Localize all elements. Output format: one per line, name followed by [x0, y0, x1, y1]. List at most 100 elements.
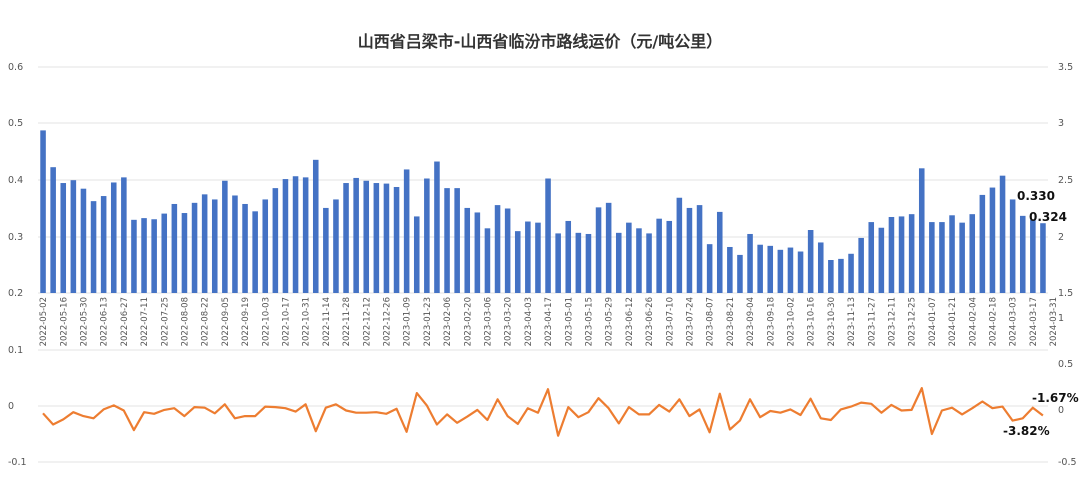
bar	[888, 216, 895, 293]
bar	[181, 213, 188, 293]
bar	[211, 199, 218, 293]
x-tick-label: 2023-06-12	[625, 297, 635, 346]
bar	[777, 249, 784, 293]
bar	[191, 202, 198, 293]
bar	[747, 233, 753, 293]
bar	[828, 260, 834, 293]
left-tick-label: 0.6	[8, 62, 23, 73]
bar	[1040, 223, 1046, 293]
bar	[575, 232, 582, 293]
bar	[403, 169, 410, 293]
right-tick-label: 0	[1058, 405, 1064, 416]
bar	[100, 196, 107, 293]
bar	[535, 222, 541, 293]
bar-series	[40, 130, 1046, 293]
bar	[80, 188, 87, 293]
x-tick-label: 2024-03-03	[1009, 297, 1019, 346]
bar	[343, 183, 349, 293]
bar	[787, 247, 794, 293]
bar	[121, 177, 127, 293]
bar	[757, 244, 763, 293]
bar	[737, 254, 743, 293]
x-tick-label: 2022-05-02	[39, 297, 49, 346]
bar	[222, 180, 228, 293]
bar	[626, 222, 632, 293]
left-tick-label: 0.4	[8, 175, 23, 186]
bar	[949, 215, 955, 293]
bar	[131, 219, 137, 293]
bar	[464, 207, 471, 293]
bar	[898, 216, 905, 293]
x-tick-label: 2024-02-18	[988, 297, 998, 346]
bar-label-secondlast: 0.330	[1017, 189, 1055, 203]
bar	[312, 159, 319, 293]
bar	[353, 177, 359, 293]
bar	[252, 211, 258, 293]
x-tick-label: 2023-08-21	[726, 297, 736, 346]
data-labels: 0.330 0.324 -3.82% -1.67%	[1003, 189, 1079, 438]
x-tick-label: 2023-07-10	[665, 297, 675, 346]
x-tick-label: 2023-12-11	[887, 297, 897, 346]
bar	[545, 178, 551, 293]
bar	[979, 194, 986, 293]
right-axis: 3.5 3 2.5 2 1.5 1 0.5 0 -0.5	[1058, 62, 1077, 468]
bar	[636, 228, 642, 293]
bar	[282, 179, 289, 293]
x-tick-label: 2022-06-27	[120, 297, 130, 346]
x-tick-label: 2023-03-20	[504, 297, 514, 346]
bar	[302, 177, 309, 293]
bar	[989, 187, 996, 293]
x-tick-label: 2022-07-11	[140, 297, 150, 346]
bar	[60, 183, 67, 293]
x-tick-label: 2023-02-06	[443, 297, 453, 346]
left-tick-label: 0.2	[8, 288, 23, 299]
right-tick-label: 2.5	[1058, 175, 1073, 186]
bar	[474, 212, 481, 293]
bar	[605, 202, 612, 293]
right-tick-label: 3	[1058, 118, 1064, 129]
x-tick-label: 2022-12-26	[382, 297, 392, 346]
x-tick-label: 2023-10-30	[827, 297, 837, 346]
bar	[696, 205, 703, 293]
line-label-last: -1.67%	[1032, 391, 1079, 405]
x-tick-label: 2023-05-01	[564, 297, 574, 346]
x-tick-label: 2024-03-31	[1049, 297, 1059, 346]
bar	[141, 218, 147, 293]
x-tick-label: 2023-09-04	[746, 297, 756, 346]
x-tick-label: 2022-10-17	[281, 297, 291, 346]
x-tick-label: 2023-07-24	[685, 297, 695, 346]
bar	[161, 213, 168, 293]
bar	[585, 233, 592, 293]
bar	[232, 195, 238, 293]
bar	[918, 168, 925, 293]
x-tick-label: 2022-06-13	[100, 297, 110, 346]
bar	[858, 237, 864, 293]
bar	[454, 188, 460, 293]
line-series	[42, 387, 1044, 437]
x-tick-label: 2023-05-15	[584, 297, 594, 346]
line-label-secondlast: -3.82%	[1003, 424, 1050, 438]
series-line	[42, 387, 1044, 437]
bar	[706, 244, 713, 293]
bar	[646, 233, 652, 293]
bar	[1030, 219, 1036, 293]
bar	[444, 188, 450, 293]
bar	[151, 219, 157, 293]
left-tick-label: 0	[8, 401, 14, 412]
bar	[929, 222, 935, 293]
bar	[848, 253, 854, 293]
bar	[1019, 215, 1026, 293]
bar	[999, 175, 1006, 293]
bar	[939, 222, 945, 293]
bar	[373, 183, 380, 293]
x-tick-label: 2022-11-14	[322, 297, 332, 346]
bar	[807, 230, 814, 293]
x-tick-label: 2022-09-05	[221, 297, 231, 346]
x-tick-label: 2022-08-08	[180, 297, 190, 346]
x-tick-label: 2022-08-22	[201, 297, 211, 346]
bar	[716, 211, 723, 293]
x-tick-label: 2022-11-28	[342, 297, 352, 346]
left-tick-label: -0.1	[8, 457, 27, 468]
bar	[1009, 199, 1016, 293]
